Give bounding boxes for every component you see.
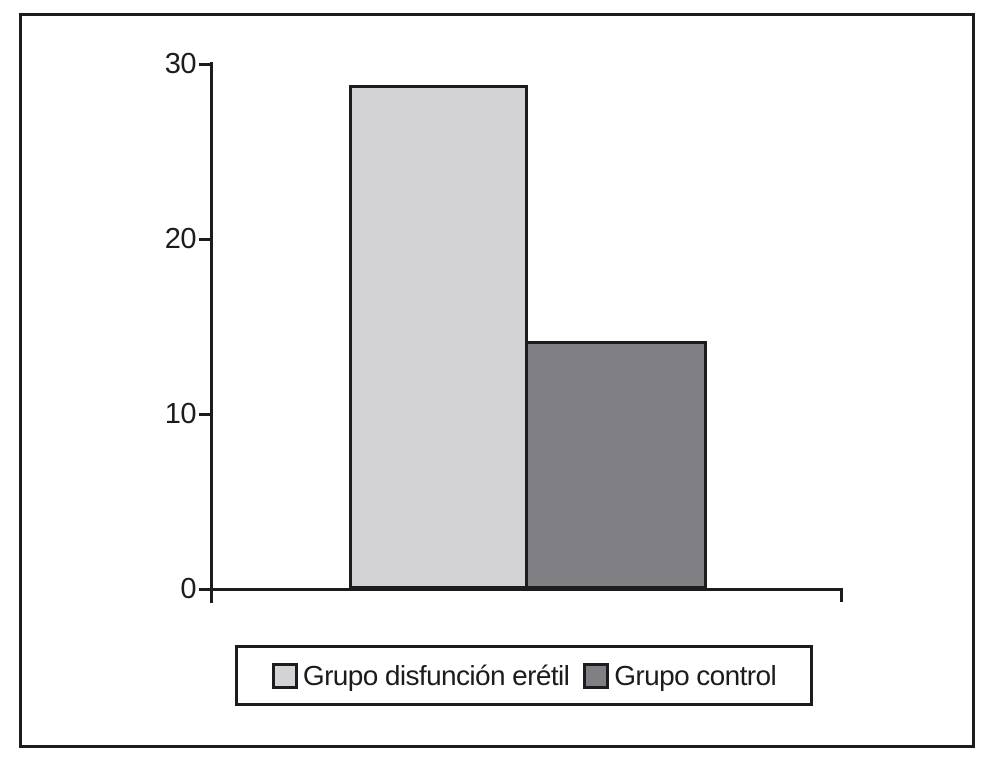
- y-tick-label: 20: [164, 222, 197, 255]
- x-axis-end-tick: [840, 588, 843, 602]
- y-tick-mark: [199, 412, 213, 416]
- legend-label: Grupo control: [614, 659, 777, 691]
- legend-swatch-dark-icon: [583, 662, 610, 689]
- y-axis-tick-10: 10: [130, 399, 213, 429]
- legend-swatch-light-icon: [271, 662, 298, 689]
- legend-label: Grupo disfunción erétil: [302, 659, 570, 691]
- legend: Grupo disfunción erétil Grupo control: [235, 645, 813, 706]
- chart-frame: [19, 13, 975, 748]
- y-tick-mark: [199, 587, 213, 591]
- bar-grupo-control: [525, 340, 707, 589]
- legend-item-grupo-control: Grupo control: [583, 659, 777, 691]
- y-axis-tick-30: 30: [130, 49, 213, 79]
- y-axis-line: [210, 62, 213, 603]
- legend-item-grupo-disfuncion-eretil: Grupo disfunción erétil: [271, 659, 570, 691]
- y-tick-label: 0: [180, 572, 196, 605]
- y-tick-label: 10: [164, 397, 197, 430]
- x-axis-line: [210, 588, 843, 591]
- y-tick-mark: [199, 62, 213, 66]
- y-tick-mark: [199, 237, 213, 241]
- y-tick-label: 30: [164, 47, 197, 80]
- y-axis-tick-0: 0: [130, 574, 213, 604]
- bar-grupo-disfuncion-eretil: [349, 85, 528, 589]
- y-axis-tick-20: 20: [130, 224, 213, 254]
